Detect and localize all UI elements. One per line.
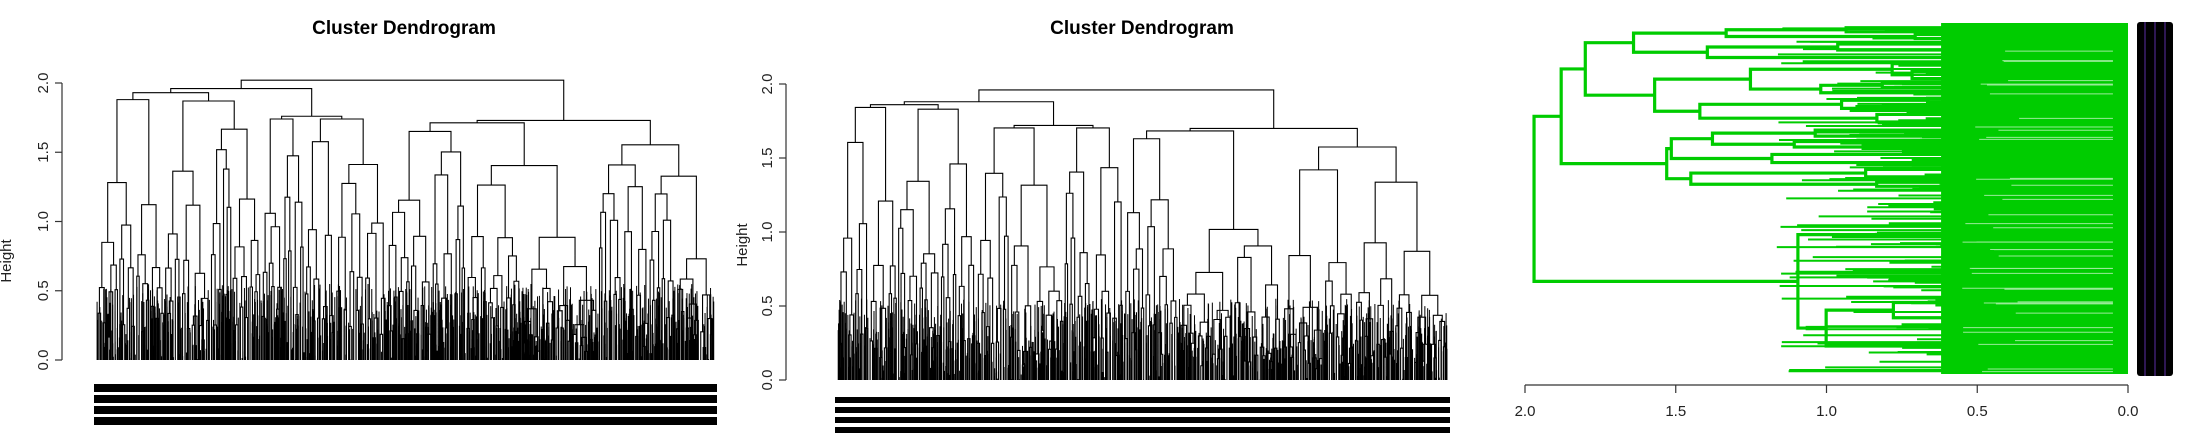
y-tick-label: 2.0 <box>35 73 52 94</box>
chart-title-1: Cluster Dendrogram <box>312 18 496 39</box>
leaf-label-band <box>94 417 717 425</box>
dendrogram-chart-3: 2.0 1.5 1.0 0.5 0.0 <box>1515 22 2173 420</box>
leaf-labels-2 <box>835 397 1450 433</box>
x-tick-label: 2.0 <box>1515 403 1536 420</box>
y-tick-label: 0.5 <box>35 280 52 301</box>
y-axis-1: 0.0 0.5 1.0 1.5 2.0 <box>35 73 63 371</box>
dendrogram-branches <box>838 89 1447 380</box>
leaf-label-band <box>94 395 717 403</box>
dendrogram-panel-2: Cluster Dendrogram Height 0.0 0.5 1.0 1.5 2.… <box>729 0 1458 444</box>
dendrogram-leaf-branches <box>1776 27 1948 373</box>
dendrogram-tree-2 <box>837 89 1448 380</box>
leaf-label-band <box>94 384 717 392</box>
dendrogram-panel-3: 2.0 1.5 1.0 0.5 0.0 <box>1458 0 2186 444</box>
y-tick-label: 1.0 <box>35 211 52 232</box>
y-tick-label: 0.0 <box>759 370 776 391</box>
x-tick-label: 0.0 <box>2118 403 2139 420</box>
dendrogram-chart-2: Cluster Dendrogram Height 0.0 0.5 1.0 1.5 2.… <box>734 18 1450 433</box>
y-tick-label: 0.5 <box>759 296 776 317</box>
dendrogram-gap-lines <box>1962 50 2113 373</box>
y-axis-label-1: Height <box>0 238 15 282</box>
leaf-label-band <box>835 417 1450 423</box>
x-tick-label: 0.5 <box>1967 403 1988 420</box>
y-tick-label: 1.5 <box>759 148 776 169</box>
leaf-label-band <box>94 406 717 414</box>
dendrogram-leaf-branches <box>837 298 1448 380</box>
dendrogram-panel-1: Cluster Dendrogram Height 0.0 0.5 1.0 1.5 2.… <box>0 0 729 444</box>
leaf-labels-3 <box>2137 22 2173 376</box>
y-tick-label: 0.0 <box>35 350 52 371</box>
y-axis-label-2: Height <box>734 222 751 266</box>
x-tick-label: 1.5 <box>1665 403 1686 420</box>
dendrogram-chart-1: Cluster Dendrogram Height 0.0 0.5 1.0 1.5 2.… <box>0 18 717 425</box>
dendrogram-tree-3 <box>1532 23 2128 374</box>
leaf-labels-1 <box>94 384 717 425</box>
leaf-label-band <box>835 407 1450 413</box>
chart-title-2: Cluster Dendrogram <box>1050 18 1234 39</box>
dendrogram-tree-1 <box>96 79 715 360</box>
x-axis-3: 2.0 1.5 1.0 0.5 0.0 <box>1515 384 2139 420</box>
y-axis-2: 0.0 0.5 1.0 1.5 2.0 <box>759 74 787 391</box>
leaf-label-band <box>835 397 1450 403</box>
x-tick-label: 1.0 <box>1816 403 1837 420</box>
y-tick-label: 2.0 <box>759 74 776 95</box>
dendrogram-leaf-branches <box>96 283 715 360</box>
y-tick-label: 1.0 <box>759 222 776 243</box>
leaf-label-band <box>835 427 1450 433</box>
dendrogram-leaf-block <box>1941 23 2128 374</box>
y-tick-label: 1.5 <box>35 142 52 163</box>
